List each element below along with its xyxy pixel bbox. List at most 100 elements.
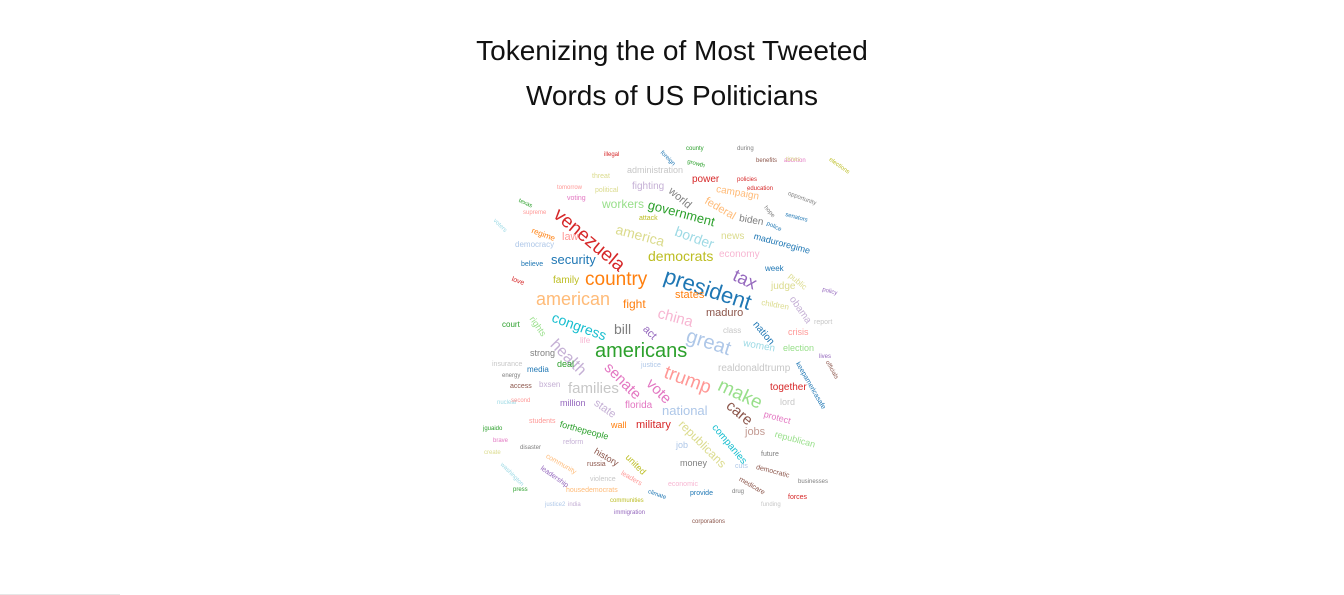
cloud-word: democracy <box>515 240 555 249</box>
cloud-word: florida <box>625 400 653 411</box>
cloud-word: obama <box>786 294 814 326</box>
cloud-word: washington <box>498 462 525 488</box>
cloud-word: believe <box>521 261 544 268</box>
cloud-word: times <box>786 157 801 163</box>
cloud-word: maduro <box>706 307 744 319</box>
cloud-word: immigration <box>614 510 646 516</box>
cloud-word: policy <box>821 287 838 297</box>
cloud-word: law <box>562 231 579 243</box>
cloud-word: america <box>614 221 667 250</box>
cloud-word: cuts <box>735 463 748 470</box>
cloud-word: opportunity <box>786 191 817 207</box>
cloud-word: create <box>484 450 501 456</box>
cloud-word: growth <box>686 159 706 170</box>
cloud-word: news <box>721 231 745 242</box>
cloud-word: rights <box>527 314 549 339</box>
cloud-word: court <box>502 320 520 329</box>
cloud-word: justice <box>641 362 661 369</box>
cloud-word: illegal <box>604 152 620 158</box>
cloud-word: texas <box>517 198 533 210</box>
cloud-word: biden <box>738 213 765 229</box>
cloud-word: hope <box>762 205 776 220</box>
cloud-word: benefits <box>756 158 778 164</box>
cloud-word: report <box>814 319 833 326</box>
cloud-word: drug <box>732 489 745 495</box>
cloud-word: crisis <box>788 327 809 337</box>
cloud-word: education <box>747 186 774 192</box>
cloud-word: attack <box>639 215 658 222</box>
cloud-word: week <box>765 264 784 273</box>
chart-title-line-1: Tokenizing the of Most Tweeted <box>476 35 868 66</box>
cloud-word: lives <box>819 354 832 360</box>
cloud-word: supreme <box>523 210 547 216</box>
cloud-word: life <box>580 336 591 345</box>
cloud-word: policies <box>737 177 758 183</box>
cloud-word: love <box>510 276 526 287</box>
cloud-word: military <box>636 419 671 431</box>
cloud-word: violence <box>590 476 616 483</box>
cloud-word: together <box>770 382 807 393</box>
cloud-word: jguaido <box>483 426 503 432</box>
cloud-word: class <box>723 326 742 335</box>
cloud-word: future <box>761 451 779 458</box>
cloud-word: provide <box>690 490 713 497</box>
cloud-word: administration <box>627 165 684 175</box>
cloud-word: job <box>676 440 689 450</box>
cloud-word: jobs <box>745 426 766 438</box>
cloud-word: state <box>591 397 619 421</box>
cloud-word: energy <box>502 373 521 379</box>
cloud-word: million <box>560 398 586 408</box>
cloud-word: china <box>655 305 695 331</box>
cloud-word: elections <box>827 157 851 176</box>
cloud-word: brave <box>493 438 509 444</box>
cloud-word: strong <box>530 348 556 358</box>
cloud-word: second <box>511 398 531 404</box>
cloud-word: country <box>585 269 648 290</box>
cloud-word: officials <box>823 360 839 381</box>
cloud-word: election <box>783 343 815 353</box>
cloud-word: children <box>760 298 790 312</box>
cloud-word: press <box>513 487 528 493</box>
cloud-word: nuclear <box>497 400 517 406</box>
cloud-word: republican <box>773 429 817 450</box>
cloud-word: maduroregime <box>752 231 812 256</box>
cloud-word: justice2 <box>545 502 566 508</box>
cloud-word: wall <box>611 420 627 430</box>
cloud-word: democrats <box>648 248 714 264</box>
cloud-word: protect <box>762 409 792 426</box>
chart-title: Tokenizing the of Most Tweeted Words of … <box>0 28 1344 118</box>
cloud-word: corporations <box>692 519 726 525</box>
cloud-word: media <box>527 365 549 374</box>
cloud-word: political <box>595 187 619 194</box>
cloud-word: fighting <box>632 181 665 192</box>
cloud-word: realdonaldtrump <box>718 363 791 374</box>
cloud-word: americans <box>595 340 688 362</box>
cloud-word: senators <box>784 212 809 224</box>
cloud-word: businesses <box>798 479 829 485</box>
cloud-word: lord <box>780 397 796 407</box>
cloud-word: reform <box>563 439 584 446</box>
cloud-word: russia <box>587 461 606 468</box>
cloud-word: national <box>662 403 708 418</box>
cloud-word: workers <box>602 197 645 211</box>
cloud-word: family <box>553 275 580 286</box>
cloud-word: abortion <box>784 158 806 164</box>
cloud-word: police <box>765 221 783 234</box>
cloud-word: tomorrow <box>557 185 583 191</box>
cloud-word: bxsen <box>539 380 561 389</box>
cloud-word: security <box>551 252 596 267</box>
cloud-word: voters <box>491 218 508 234</box>
cloud-word: funding <box>761 502 781 508</box>
cloud-word: power <box>692 174 720 185</box>
cloud-word: deal <box>557 359 575 369</box>
cloud-word: economic <box>668 481 698 488</box>
cloud-word: threat <box>592 173 610 180</box>
cloud-word: communities <box>610 498 644 504</box>
cloud-word: money <box>680 458 708 468</box>
cloud-word: democratic <box>755 464 791 480</box>
cloud-word: fight <box>623 297 646 311</box>
cloud-word: housedemocrats <box>566 487 618 494</box>
cloud-word: voting <box>567 195 586 202</box>
cloud-word: forces <box>788 494 808 501</box>
